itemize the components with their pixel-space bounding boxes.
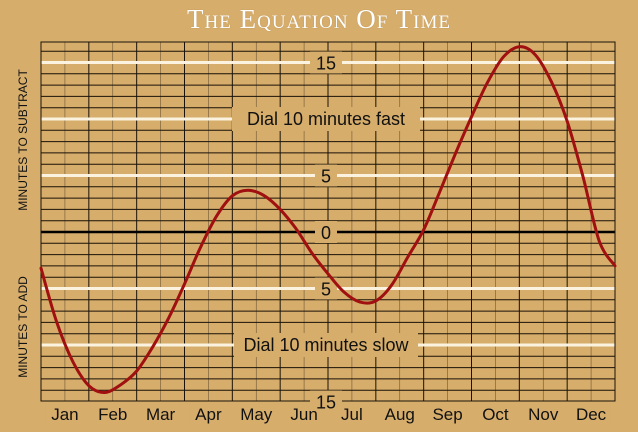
annotation-bg	[234, 333, 418, 357]
series	[39, 45, 617, 395]
month-label-bg	[45, 403, 84, 425]
month-label-bg	[476, 403, 515, 425]
annotations: Dial 10 minutes fast Dial 10 minutes slow	[232, 107, 420, 357]
y-tick-label: 5	[321, 280, 331, 300]
month-label-bg	[93, 403, 132, 425]
month-label: Sep	[432, 405, 462, 424]
y-tick-label-bg	[310, 51, 342, 74]
month-label: Nov	[528, 405, 559, 424]
annotation-label: Dial 10 minutes slow	[243, 335, 409, 355]
series-line	[39, 45, 617, 395]
month-label-bg	[524, 403, 563, 425]
y-tick-label-bg	[315, 164, 337, 187]
month-label-bg	[189, 403, 228, 425]
month-label-bg	[380, 403, 419, 425]
y-axis-label-add: MINUTES TO ADD	[16, 276, 30, 378]
month-label: Jan	[51, 405, 78, 424]
y-tick-label: 15	[316, 54, 336, 74]
month-labels: Jan Feb Mar Apr May Jun Jul Aug Sep Oct Nov Dec	[51, 405, 606, 424]
month-label-bg	[237, 403, 276, 425]
y-tick-label-bg	[310, 390, 342, 413]
month-label: Jul	[341, 405, 363, 424]
annotation-label: Dial 10 minutes fast	[247, 109, 405, 129]
annotation-bg	[232, 107, 420, 131]
month-label: Aug	[385, 405, 415, 424]
month-label: Dec	[576, 405, 607, 424]
y-tick-labels: 15 5 0 5 15	[310, 51, 342, 413]
y-axis-label-subtract: MINUTES TO SUBTRACT	[16, 69, 30, 211]
month-label: Feb	[98, 405, 127, 424]
y-tick-label-bg	[315, 221, 337, 243]
chart-title: The Equation Of Time	[187, 4, 451, 34]
month-label: May	[240, 405, 273, 424]
y-tick-label: 5	[321, 167, 331, 187]
month-label-bg	[332, 403, 371, 425]
month-label: Jun	[290, 405, 317, 424]
month-label: Apr	[195, 405, 222, 424]
y-tick-label-bg	[315, 277, 337, 300]
month-label: Oct	[482, 405, 509, 424]
month-label-bg	[141, 403, 180, 425]
y-tick-label: 0	[321, 223, 331, 243]
y-tick-label: 15	[316, 393, 336, 413]
month-label-bg	[572, 403, 611, 425]
month-label: Mar	[146, 405, 176, 424]
month-label-bg	[428, 403, 467, 425]
month-label-backgrounds	[45, 403, 611, 425]
